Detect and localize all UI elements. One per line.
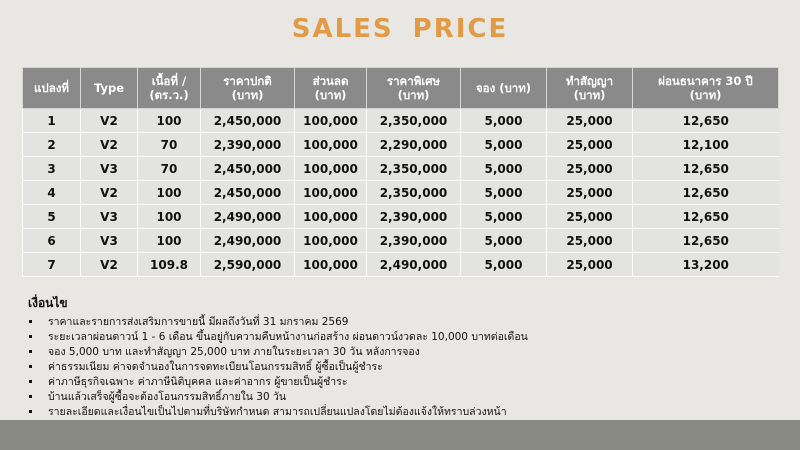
- table-cell: 5,000: [460, 252, 547, 277]
- table-cell: 2,350,000: [366, 156, 461, 181]
- table-cell: V2: [80, 252, 138, 277]
- table-cell: 12,650: [632, 156, 779, 181]
- header-row: แปลงที่ Type เนื้อที่ / (ตร.ว.) ราคาปกติ (บ…: [22, 67, 779, 109]
- table-cell: 12,650: [632, 108, 779, 133]
- table-cell: 100: [137, 180, 201, 205]
- table-cell: V3: [80, 156, 138, 181]
- table-cell: 25,000: [546, 228, 633, 253]
- condition-item: ราคาและรายการส่งเสริมการขายนี้ มีผลถึงวั…: [42, 315, 788, 330]
- table-cell: 5,000: [460, 132, 547, 157]
- table-cell: 25,000: [546, 252, 633, 277]
- table-cell: 5,000: [460, 108, 547, 133]
- table-cell: 7: [22, 252, 81, 277]
- table-row: 2 V2 70 2,390,000 100,000 2,290,000 5,000 25,00…: [22, 132, 779, 157]
- table-cell: 100,000: [294, 252, 367, 277]
- table-cell: 25,000: [546, 156, 633, 181]
- condition-item: รายละเอียดและเงื่อนไขเป็นไปตามที่บริษัทก…: [42, 405, 788, 420]
- table-cell: 12,650: [632, 204, 779, 229]
- column-header: Type: [80, 67, 138, 109]
- column-header: ส่วนลด (บาท): [294, 67, 367, 109]
- table-cell: V3: [80, 204, 138, 229]
- table-cell: 100,000: [294, 108, 367, 133]
- table-cell: V3: [80, 228, 138, 253]
- table-cell: 70: [137, 132, 201, 157]
- table-cell: 2,490,000: [366, 252, 461, 277]
- table-cell: 2,290,000: [366, 132, 461, 157]
- table-row: 1 V2 100 2,450,000 100,000 2,350,000 5,000 25,0…: [22, 108, 779, 133]
- table-cell: 5,000: [460, 180, 547, 205]
- table-cell: 5,000: [460, 204, 547, 229]
- table-cell: 100: [137, 204, 201, 229]
- table-cell: 2,490,000: [200, 228, 295, 253]
- column-header: จอง (บาท): [460, 67, 547, 109]
- table-cell: 6: [22, 228, 81, 253]
- table-cell: 2: [22, 132, 81, 157]
- condition-item: ระยะเวลาผ่อนดาวน์ 1 - 6 เดือน ขึ้นอยู่กั…: [42, 330, 788, 345]
- title: SALES PRICE: [291, 14, 509, 44]
- table-cell: 25,000: [546, 132, 633, 157]
- table-cell: 100,000: [294, 132, 367, 157]
- table-row: 5 V3 100 2,490,000 100,000 2,390,000 5,000 25,0…: [22, 204, 779, 229]
- price-table: แปลงที่ Type เนื้อที่ / (ตร.ว.) ราคาปกติ (บ…: [22, 67, 779, 277]
- table-cell: 3: [22, 156, 81, 181]
- table-cell: 12,100: [632, 132, 779, 157]
- condition-item: ค่าภาษีธุรกิจเฉพาะ ค่าภาษีนิติบุคคล และค…: [42, 375, 788, 390]
- table-cell: 2,450,000: [200, 108, 295, 133]
- table-cell: 100: [137, 228, 201, 253]
- column-header: ราคาพิเศษ (บาท): [366, 67, 461, 109]
- table-row: 7 V2 109.8 2,590,000 100,000 2,490,000 5,000 25…: [22, 252, 779, 277]
- column-header: ทำสัญญา (บาท): [546, 67, 633, 109]
- table-cell: 100: [137, 108, 201, 133]
- table-cell: 109.8: [137, 252, 201, 277]
- table-cell: 2,390,000: [366, 204, 461, 229]
- column-header: ราคาปกติ (บาท): [200, 67, 295, 109]
- condition-item: จอง 5,000 บาท และทำสัญญา 25,000 บาท ภายใ…: [42, 345, 788, 360]
- table-cell: 12,650: [632, 228, 779, 253]
- table-cell: 12,650: [632, 180, 779, 205]
- table-cell: 100,000: [294, 180, 367, 205]
- footer-bar: [0, 420, 800, 450]
- conditions: เงื่อนไข ราคาและรายการส่งเสริมการขายนี้ …: [28, 294, 788, 420]
- table-cell: 2,390,000: [366, 228, 461, 253]
- table-cell: 25,000: [546, 180, 633, 205]
- column-header: เนื้อที่ / (ตร.ว.): [137, 67, 201, 109]
- column-header: ผ่อนธนาคาร 30 ปี (บาท): [632, 67, 779, 109]
- table-cell: 2,450,000: [200, 156, 295, 181]
- table-cell: 5,000: [460, 228, 547, 253]
- table-cell: 2,390,000: [200, 132, 295, 157]
- conditions-list: ราคาและรายการส่งเสริมการขายนี้ มีผลถึงวั…: [28, 315, 788, 420]
- table-cell: 5: [22, 204, 81, 229]
- table-cell: 1: [22, 108, 81, 133]
- table-cell: 100,000: [294, 228, 367, 253]
- conditions-title: เงื่อนไข: [28, 296, 68, 310]
- table-cell: 5,000: [460, 156, 547, 181]
- table-cell: 4: [22, 180, 81, 205]
- column-header: แปลงที่: [22, 67, 81, 109]
- table-cell: V2: [80, 132, 138, 157]
- table-cell: 2,590,000: [200, 252, 295, 277]
- table-cell: 25,000: [546, 204, 633, 229]
- table-cell: 100,000: [294, 204, 367, 229]
- table-cell: V2: [80, 108, 138, 133]
- condition-item: ค่าธรรมเนียม ค่าจดจำนองในการจดทะเบียนโอน…: [42, 360, 788, 375]
- table-cell: 2,350,000: [366, 108, 461, 133]
- table-cell: V2: [80, 180, 138, 205]
- table-body: 1 V2 100 2,450,000 100,000 2,350,000 5,000 25,0…: [22, 108, 779, 277]
- table-cell: 2,490,000: [200, 204, 295, 229]
- table-cell: 2,350,000: [366, 180, 461, 205]
- table-row: 3 V3 70 2,450,000 100,000 2,350,000 5,000 25,00…: [22, 156, 779, 181]
- table-row: 6 V3 100 2,490,000 100,000 2,390,000 5,000 25,0…: [22, 228, 779, 253]
- table-cell: 70: [137, 156, 201, 181]
- table-row: 4 V2 100 2,450,000 100,000 2,350,000 5,000 25,0…: [22, 180, 779, 205]
- table-cell: 13,200: [632, 252, 779, 277]
- table-cell: 100,000: [294, 156, 367, 181]
- table-cell: 2,450,000: [200, 180, 295, 205]
- condition-item: บ้านแล้วเสร็จผู้ซื้อจะต้องโอนกรรมสิทธิ์ภ…: [42, 390, 788, 405]
- table-cell: 25,000: [546, 108, 633, 133]
